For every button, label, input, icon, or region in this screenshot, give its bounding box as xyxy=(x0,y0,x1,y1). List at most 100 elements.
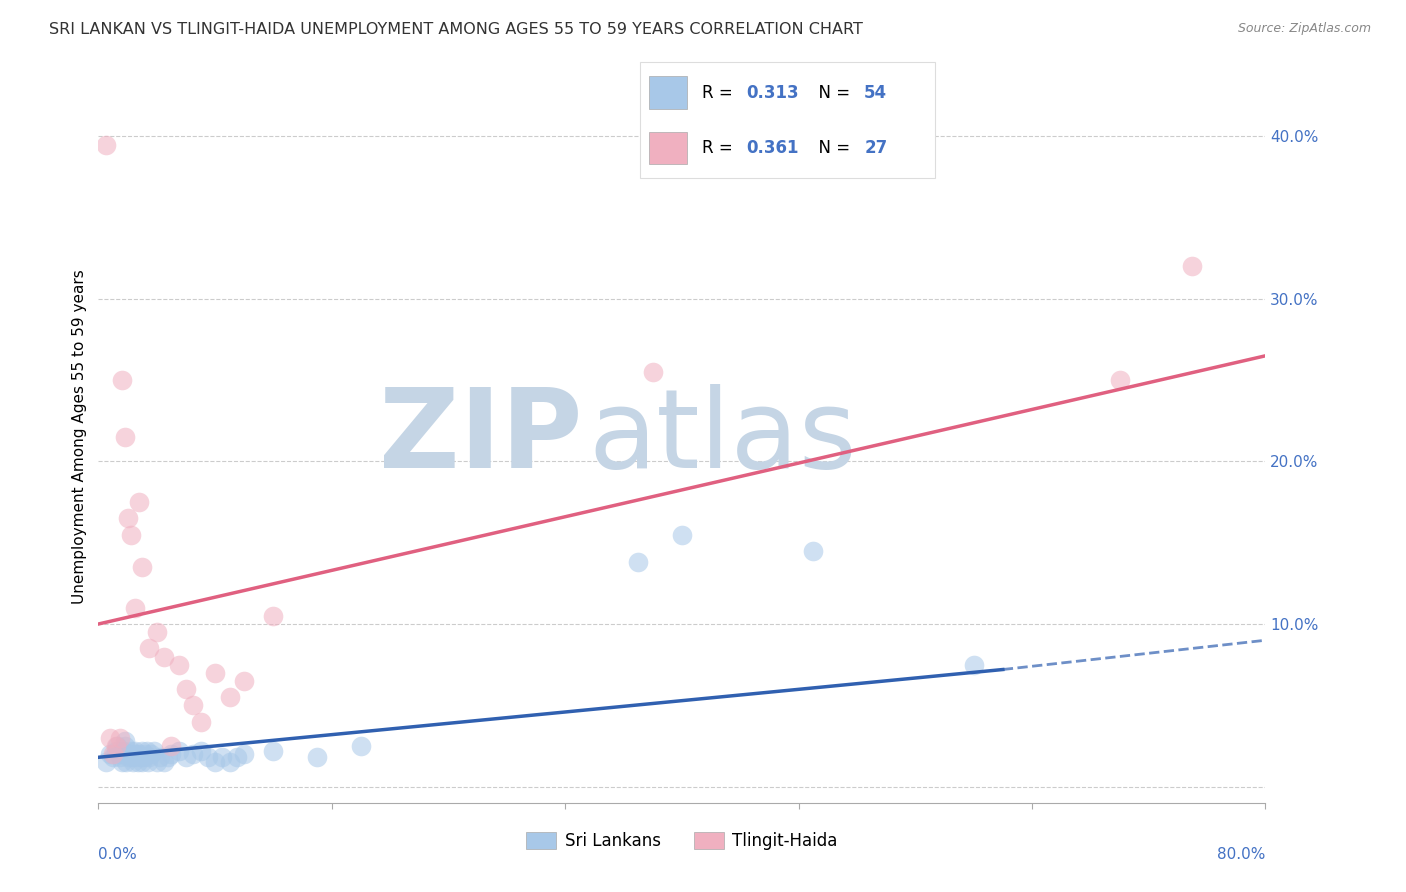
Text: 54: 54 xyxy=(865,84,887,102)
Point xyxy=(307,750,329,764)
Point xyxy=(218,690,240,705)
Point xyxy=(117,750,139,764)
Point xyxy=(226,750,249,764)
Point xyxy=(671,527,693,541)
Point xyxy=(120,744,142,758)
Point xyxy=(641,365,664,379)
Point xyxy=(153,649,176,664)
Point xyxy=(146,625,169,640)
Point xyxy=(181,747,204,761)
Text: R =: R = xyxy=(702,139,738,157)
Point xyxy=(153,755,176,769)
Point xyxy=(190,744,212,758)
Text: 0.0%: 0.0% xyxy=(98,847,138,862)
Point xyxy=(110,750,132,764)
Text: Source: ZipAtlas.com: Source: ZipAtlas.com xyxy=(1237,22,1371,36)
Bar xyxy=(648,77,688,109)
Point xyxy=(801,544,824,558)
Point xyxy=(114,430,136,444)
Point xyxy=(211,750,233,764)
Point xyxy=(139,747,162,761)
Bar xyxy=(648,132,688,164)
Point xyxy=(94,137,117,152)
Point xyxy=(181,698,204,713)
Point xyxy=(111,373,134,387)
Point xyxy=(233,673,256,688)
Point xyxy=(101,747,124,761)
Point xyxy=(104,744,127,758)
Point xyxy=(157,750,180,764)
Point xyxy=(101,750,124,764)
Point xyxy=(233,747,256,761)
Point xyxy=(135,744,157,758)
Point xyxy=(218,755,240,769)
Point xyxy=(118,747,141,761)
Text: R =: R = xyxy=(702,84,738,102)
Text: 0.313: 0.313 xyxy=(747,84,799,102)
Point xyxy=(167,744,190,758)
Text: 0.361: 0.361 xyxy=(747,139,799,157)
Point xyxy=(350,739,373,753)
Point xyxy=(131,560,153,574)
Point xyxy=(142,744,165,758)
Point xyxy=(98,731,121,745)
Point xyxy=(117,511,139,525)
Text: SRI LANKAN VS TLINGIT-HAIDA UNEMPLOYMENT AMONG AGES 55 TO 59 YEARS CORRELATION C: SRI LANKAN VS TLINGIT-HAIDA UNEMPLOYMENT… xyxy=(49,22,863,37)
Point xyxy=(124,744,146,758)
Point xyxy=(138,641,160,656)
Point xyxy=(132,750,155,764)
Point xyxy=(149,750,172,764)
Point xyxy=(174,750,197,764)
Point xyxy=(125,750,148,764)
Point xyxy=(262,744,284,758)
Y-axis label: Unemployment Among Ages 55 to 59 years: Unemployment Among Ages 55 to 59 years xyxy=(72,269,87,605)
Point xyxy=(128,495,150,509)
Point xyxy=(146,755,169,769)
Point xyxy=(115,755,138,769)
Text: ZIP: ZIP xyxy=(380,384,582,491)
Point xyxy=(94,755,117,769)
Point xyxy=(122,755,145,769)
Point xyxy=(167,657,190,672)
Point xyxy=(129,750,152,764)
Text: N =: N = xyxy=(808,139,855,157)
Point xyxy=(111,755,134,769)
Point xyxy=(134,747,156,761)
Text: atlas: atlas xyxy=(589,384,858,491)
Point xyxy=(110,731,132,745)
Point xyxy=(1181,260,1204,274)
Point xyxy=(128,747,150,761)
Point xyxy=(131,744,153,758)
Point xyxy=(204,755,226,769)
Point xyxy=(174,681,197,696)
Point xyxy=(131,755,153,769)
Point xyxy=(962,657,984,672)
Point xyxy=(124,600,146,615)
Point xyxy=(114,734,136,748)
Point xyxy=(138,750,160,764)
Point xyxy=(190,714,212,729)
Point xyxy=(110,747,132,761)
Legend: Sri Lankans, Tlingit-Haida: Sri Lankans, Tlingit-Haida xyxy=(520,825,844,856)
Point xyxy=(104,739,127,753)
Point xyxy=(204,665,226,680)
Point xyxy=(160,739,183,753)
Point xyxy=(98,747,121,761)
FancyBboxPatch shape xyxy=(640,62,935,178)
Point xyxy=(197,750,219,764)
Point xyxy=(160,747,183,761)
Point xyxy=(262,608,284,623)
Point xyxy=(120,527,142,541)
Point xyxy=(112,744,135,758)
Point xyxy=(127,755,149,769)
Text: 80.0%: 80.0% xyxy=(1218,847,1265,862)
Point xyxy=(124,747,146,761)
Point xyxy=(627,555,650,569)
Point xyxy=(136,755,159,769)
Point xyxy=(114,739,136,753)
Text: 27: 27 xyxy=(865,139,887,157)
Text: N =: N = xyxy=(808,84,855,102)
Point xyxy=(105,739,128,753)
Point xyxy=(121,750,143,764)
Point xyxy=(1108,373,1130,387)
